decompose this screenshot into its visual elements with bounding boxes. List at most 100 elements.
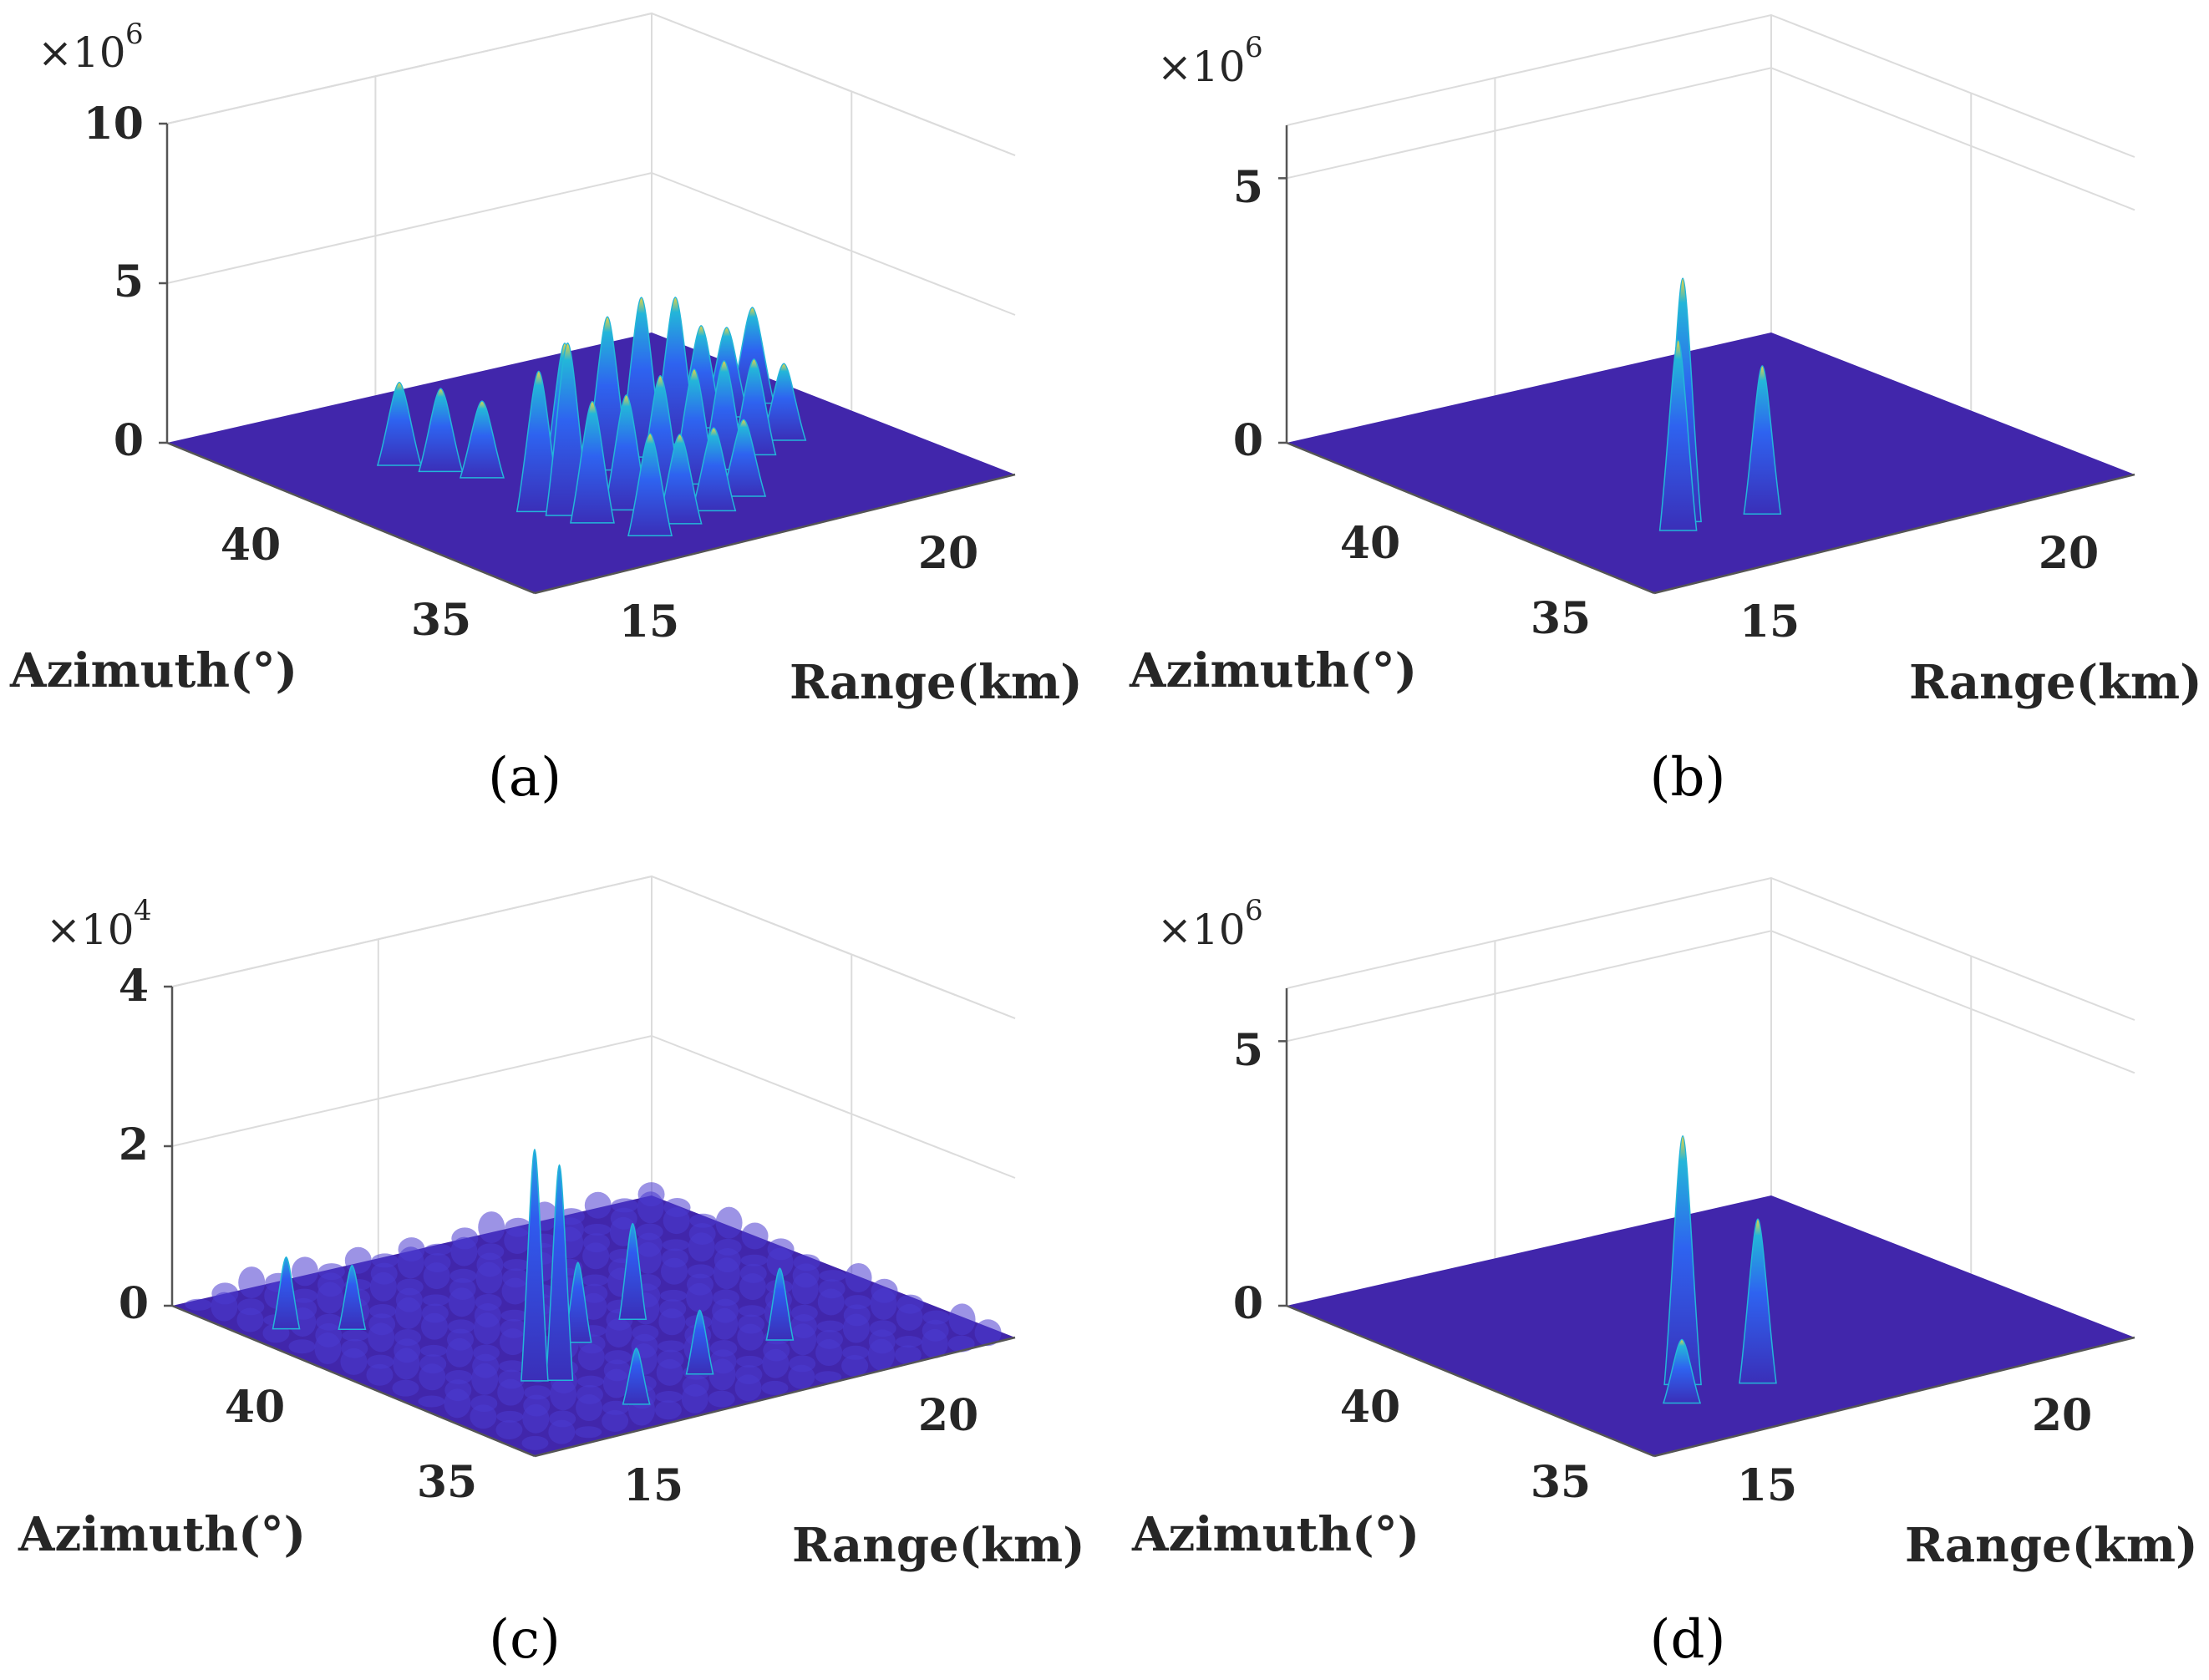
- noise-bump: [605, 1317, 632, 1348]
- noise-bump: [522, 1403, 550, 1434]
- noise-bump: [501, 1277, 529, 1305]
- noise-bump: [921, 1328, 948, 1358]
- panel-a-ytick-1: 20: [918, 528, 978, 579]
- panel-a-ztick-1: 5: [114, 256, 144, 307]
- peak-16: [376, 381, 422, 466]
- noise-bump: [368, 1322, 395, 1353]
- range-axis-line: [534, 473, 1016, 595]
- panel-c-ylabel: Range(km): [792, 1518, 1085, 1573]
- noise-bump: [419, 1363, 446, 1391]
- panel-b-axes: [1278, 125, 2135, 595]
- peak-20: [657, 434, 703, 525]
- noise-bump: [392, 1379, 419, 1397]
- noise-bump: [503, 1259, 531, 1271]
- panel-c-surface: [172, 1149, 1015, 1456]
- surface-floor: [1287, 1195, 2135, 1456]
- panel-c-ztick-0: 0: [119, 1278, 149, 1329]
- peak-2: [1663, 1338, 1702, 1404]
- noise-bump: [708, 1358, 736, 1391]
- panel-c-z-exponent-base: ×10: [46, 906, 135, 954]
- peak-15: [761, 363, 807, 441]
- noise-bump: [344, 1246, 372, 1274]
- panel-a-z-exponent-power: 6: [125, 18, 144, 51]
- noise-bump: [550, 1378, 577, 1411]
- peak-8: [729, 307, 775, 404]
- panel-c-xtick-0: 40: [225, 1382, 285, 1433]
- peak-8: [622, 1348, 651, 1405]
- panel-a-ztick-0: 0: [114, 415, 144, 466]
- noise-bump: [369, 1271, 397, 1302]
- peak-9: [570, 400, 615, 524]
- noise-bump: [421, 1312, 448, 1340]
- noise-bump: [662, 1239, 689, 1251]
- peak-2: [563, 1261, 592, 1343]
- noise-bump: [418, 1395, 445, 1408]
- peak-22: [721, 419, 767, 497]
- panel-a-axes: [159, 122, 1016, 595]
- panel-d-grid: [1286, 876, 2135, 1274]
- noise-bump: [868, 1338, 895, 1371]
- range-axis-line: [1653, 473, 2135, 595]
- panel-a-surface: [167, 297, 1015, 593]
- azimuth-axis-line: [1286, 1304, 1655, 1458]
- noise-bump: [521, 1435, 549, 1450]
- noise-bump: [500, 1309, 528, 1322]
- panel-a-grid: [166, 12, 1016, 411]
- noise-bump: [894, 1345, 922, 1365]
- grid-z-level-1: [1286, 930, 2135, 1074]
- panel-c-caption: (c): [489, 1609, 561, 1671]
- noise-bump: [761, 1380, 789, 1395]
- panel-d-ytick-1: 20: [2032, 1390, 2092, 1441]
- noise-bump: [397, 1246, 424, 1279]
- panel-b-xlabel: Azimuth(°): [1129, 643, 1417, 698]
- panel-a-ylabel: Range(km): [790, 655, 1083, 710]
- panel-b-xtick-0: 40: [1340, 518, 1400, 569]
- panel-d-xlabel: Azimuth(°): [1131, 1507, 1419, 1562]
- noise-bump: [292, 1256, 318, 1287]
- panel-b-ztick-0: 0: [1233, 415, 1263, 466]
- grid-top-edge: [171, 875, 1016, 1019]
- panel-a-ytick-0: 15: [619, 596, 679, 647]
- noise-bump: [713, 1257, 740, 1290]
- azimuth-axis-line: [166, 441, 536, 595]
- noise-bump: [496, 1410, 524, 1423]
- panel-c-grid: [171, 875, 1016, 1274]
- noise-bump: [896, 1303, 923, 1331]
- peak-0: [1663, 1134, 1702, 1386]
- noise-bump: [448, 1287, 475, 1317]
- grid-z-level-2: [171, 875, 1016, 1019]
- peak-4: [272, 1256, 301, 1330]
- noise-bump: [841, 1354, 869, 1377]
- noise-bump: [444, 1388, 471, 1419]
- noise-bump: [715, 1206, 743, 1239]
- panel-b-grid: [1286, 13, 2135, 411]
- noise-bump: [576, 1394, 603, 1422]
- noise-bump: [734, 1374, 762, 1402]
- panel-b-xtick-1: 35: [1531, 593, 1591, 644]
- panel-c-ztick-2: 4: [119, 961, 149, 1012]
- noise-bump: [711, 1307, 739, 1340]
- noise-bump: [420, 1344, 448, 1357]
- panel-b-z-exponent-base: ×10: [1157, 43, 1246, 91]
- panel-d-xtick-0: 40: [1340, 1382, 1400, 1433]
- noise-bump: [495, 1420, 523, 1440]
- noise-bump: [870, 1288, 897, 1320]
- noise-bump: [656, 1358, 683, 1386]
- noise-bump: [740, 1254, 768, 1266]
- noise-bump: [791, 1272, 819, 1305]
- panel-c-ytick-0: 15: [623, 1460, 683, 1511]
- noise-bump: [423, 1262, 450, 1290]
- panel-c: ×10 4 0 2 4 40 35 15 20 Azimuth(°) Range…: [18, 875, 1085, 1671]
- noise-bump: [658, 1308, 686, 1336]
- noise-bump: [602, 1409, 629, 1432]
- noise-bump: [499, 1328, 526, 1356]
- noise-bump: [845, 1262, 872, 1292]
- panel-a-xtick-0: 40: [221, 520, 281, 571]
- noise-bump: [185, 1298, 212, 1311]
- peak-1: [545, 1164, 574, 1382]
- grid-z-level-2: [166, 12, 1016, 156]
- noise-bump: [314, 1332, 342, 1365]
- grid-z-level-1: [171, 1034, 1016, 1179]
- panel-b-ylabel: Range(km): [1909, 655, 2202, 710]
- azimuth-axis-line: [171, 1304, 536, 1458]
